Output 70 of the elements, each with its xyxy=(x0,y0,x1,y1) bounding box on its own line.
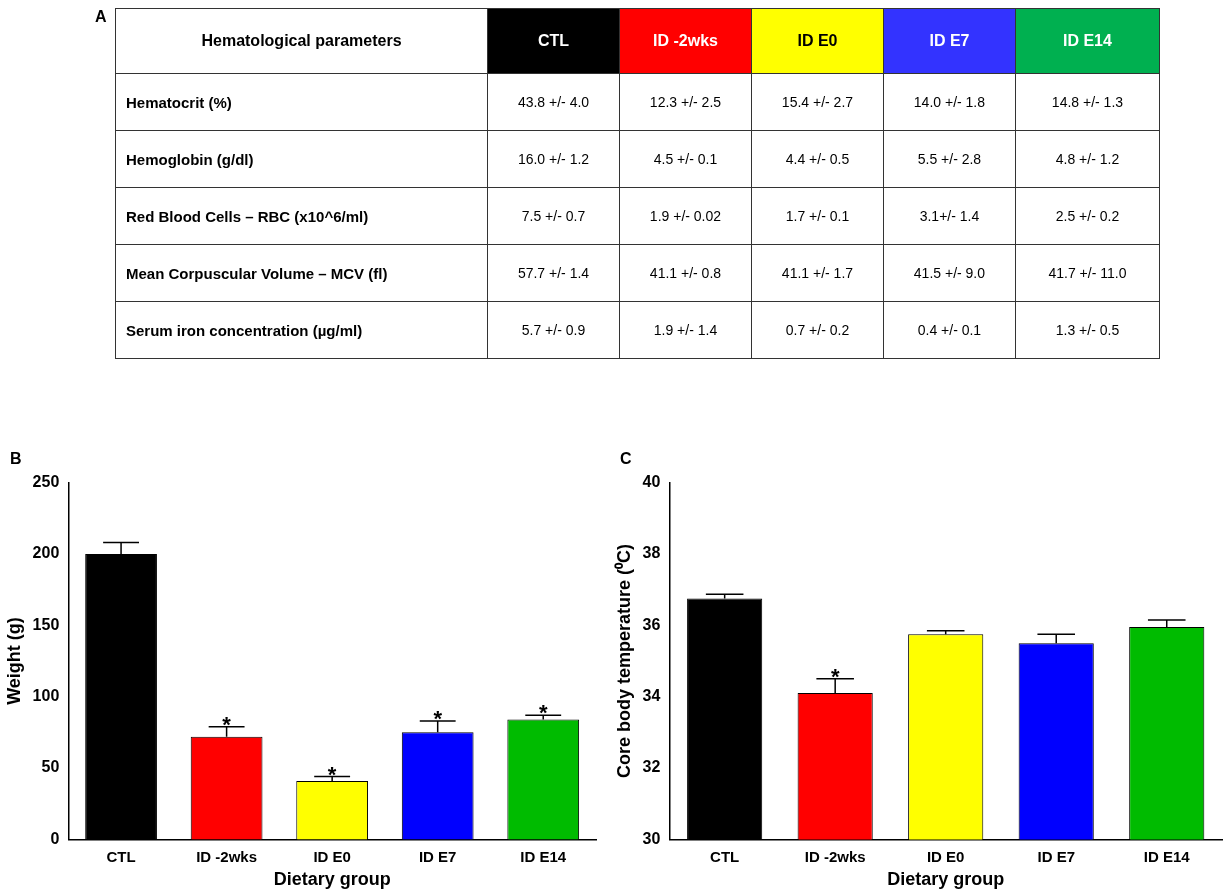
y-tick-label: Mean Corpuscular Volume – MCV (fl) xyxy=(115,244,488,302)
y-tick-label: 38 xyxy=(642,544,661,562)
text: 2.5 +/- 0.2 xyxy=(1055,208,1120,224)
x-tick-label: ID E0 xyxy=(751,8,884,74)
y-axis-title: Core body temperature (⁰C) xyxy=(613,543,634,779)
y-tick-label: Red Blood Cells – RBC (x10^6/ml) xyxy=(115,187,488,245)
text: 14.8 +/- 1.3 xyxy=(1051,94,1124,110)
text: 5.5 +/- 2.8 xyxy=(917,151,982,167)
annotation: * xyxy=(327,761,337,787)
text: 4.8 +/- 1.2 xyxy=(1055,151,1120,167)
x-tick-label: ID E7 xyxy=(883,8,1016,74)
text: 41.7 +/- 11.0 xyxy=(1048,265,1127,281)
y-tick-label: Serum iron concentration (µg/ml) xyxy=(115,301,488,359)
text: A xyxy=(95,8,107,26)
x-tick-label: CTL xyxy=(106,847,136,865)
y-tick-label: 250 xyxy=(32,473,60,491)
text: 1.9 +/- 1.4 xyxy=(653,322,718,338)
x-tick-label: ID E7 xyxy=(418,847,457,865)
text: 0.7 +/- 0.2 xyxy=(785,322,850,338)
text: 0.4 +/- 0.1 xyxy=(917,322,982,338)
text: 4.5 +/- 0.1 xyxy=(653,151,718,167)
y-tick-label: 40 xyxy=(642,473,661,491)
x-tick-label: ID E14 xyxy=(520,847,567,865)
text: 1.3 +/- 0.5 xyxy=(1055,322,1120,338)
y-tick-label: 32 xyxy=(642,758,661,776)
x-axis-title: Dietary group xyxy=(887,869,1005,890)
x-tick-label: ID -2wks xyxy=(619,8,752,74)
text: 5.7 +/- 0.9 xyxy=(521,322,586,338)
chart-title: C xyxy=(620,450,632,468)
x-tick-label: ID E7 xyxy=(1037,847,1075,865)
text: 12.3 +/- 2.5 xyxy=(649,94,722,110)
text: 7.5 +/- 0.7 xyxy=(521,208,586,224)
text: 14.0 +/- 1.8 xyxy=(913,94,986,110)
y-tick-label: Hematocrit (%) xyxy=(115,73,488,131)
text: 41.1 +/- 1.7 xyxy=(781,265,854,281)
y-tick-label: 34 xyxy=(642,687,661,705)
text: 15.4 +/- 2.7 xyxy=(781,94,854,110)
annotation: * xyxy=(433,706,443,731)
x-tick-label: ID E0 xyxy=(926,847,965,865)
x-tick-label: ID E14 xyxy=(1015,8,1160,74)
y-tick-label: 50 xyxy=(41,758,60,776)
text: 41.1 +/- 0.8 xyxy=(649,265,722,281)
annotation: * xyxy=(222,711,232,737)
y-tick-label: 36 xyxy=(642,615,661,633)
text: 4.4 +/- 0.5 xyxy=(785,151,850,167)
x-tick-label: ID -2wks xyxy=(196,847,258,865)
y-tick-label: 100 xyxy=(32,687,60,705)
annotation: * xyxy=(538,700,548,726)
x-tick-label: ID E0 xyxy=(313,847,351,865)
x-tick-label: CTL xyxy=(710,847,740,865)
y-tick-label: 200 xyxy=(32,544,60,562)
text: 43.8 +/- 4.0 xyxy=(517,94,590,110)
text: 16.0 +/- 1.2 xyxy=(517,151,590,167)
x-tick-label: CTL xyxy=(487,8,620,74)
y-axis-title: Weight (g) xyxy=(3,617,24,705)
annotation: * xyxy=(830,663,840,689)
text: 3.1+/- 1.4 xyxy=(919,208,980,224)
text: 57.7 +/- 1.4 xyxy=(517,265,590,281)
x-axis-title: Dietary group xyxy=(273,869,391,890)
text: 41.5 +/- 9.0 xyxy=(913,265,986,281)
y-tick-label: 30 xyxy=(642,829,661,847)
text: 1.7 +/- 0.1 xyxy=(785,208,850,224)
y-tick-label: Hemoglobin (g/dl) xyxy=(115,130,488,188)
y-tick-label: 0 xyxy=(50,829,60,847)
x-tick-label: ID -2wks xyxy=(804,847,866,865)
chart-title: B xyxy=(10,450,22,468)
y-tick-label: 150 xyxy=(32,615,60,633)
y-axis-title: Hematological parameters xyxy=(115,8,488,74)
x-tick-label: ID E14 xyxy=(1143,847,1191,865)
text: 1.9 +/- 0.02 xyxy=(649,208,722,224)
